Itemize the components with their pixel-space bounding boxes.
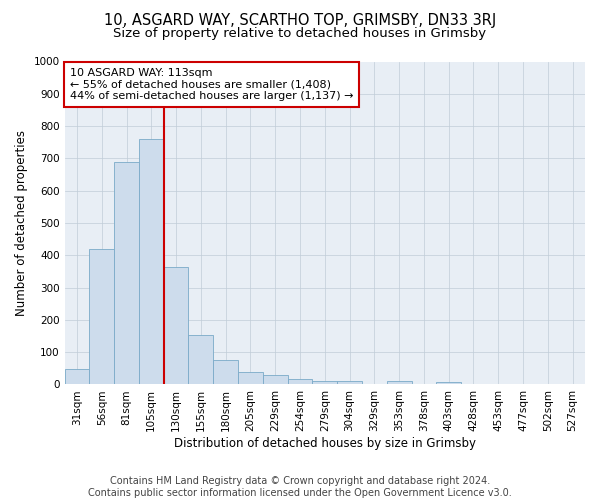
Bar	[313, 380, 337, 384]
Bar	[387, 381, 412, 384]
Text: Contains HM Land Registry data © Crown copyright and database right 2024.
Contai: Contains HM Land Registry data © Crown c…	[88, 476, 512, 498]
Text: 10 ASGARD WAY: 113sqm
← 55% of detached houses are smaller (1,408)
44% of semi-d: 10 ASGARD WAY: 113sqm ← 55% of detached …	[70, 68, 353, 101]
Bar	[436, 382, 461, 384]
Bar	[164, 266, 188, 384]
Text: 10, ASGARD WAY, SCARTHO TOP, GRIMSBY, DN33 3RJ: 10, ASGARD WAY, SCARTHO TOP, GRIMSBY, DN…	[104, 12, 496, 28]
Bar	[238, 372, 263, 384]
Bar	[287, 378, 313, 384]
Bar	[337, 381, 362, 384]
Bar	[65, 369, 89, 384]
Text: Size of property relative to detached houses in Grimsby: Size of property relative to detached ho…	[113, 28, 487, 40]
X-axis label: Distribution of detached houses by size in Grimsby: Distribution of detached houses by size …	[174, 437, 476, 450]
Bar	[263, 375, 287, 384]
Bar	[114, 162, 139, 384]
Bar	[188, 335, 213, 384]
Bar	[89, 249, 114, 384]
Y-axis label: Number of detached properties: Number of detached properties	[15, 130, 28, 316]
Bar	[139, 139, 164, 384]
Bar	[213, 360, 238, 384]
